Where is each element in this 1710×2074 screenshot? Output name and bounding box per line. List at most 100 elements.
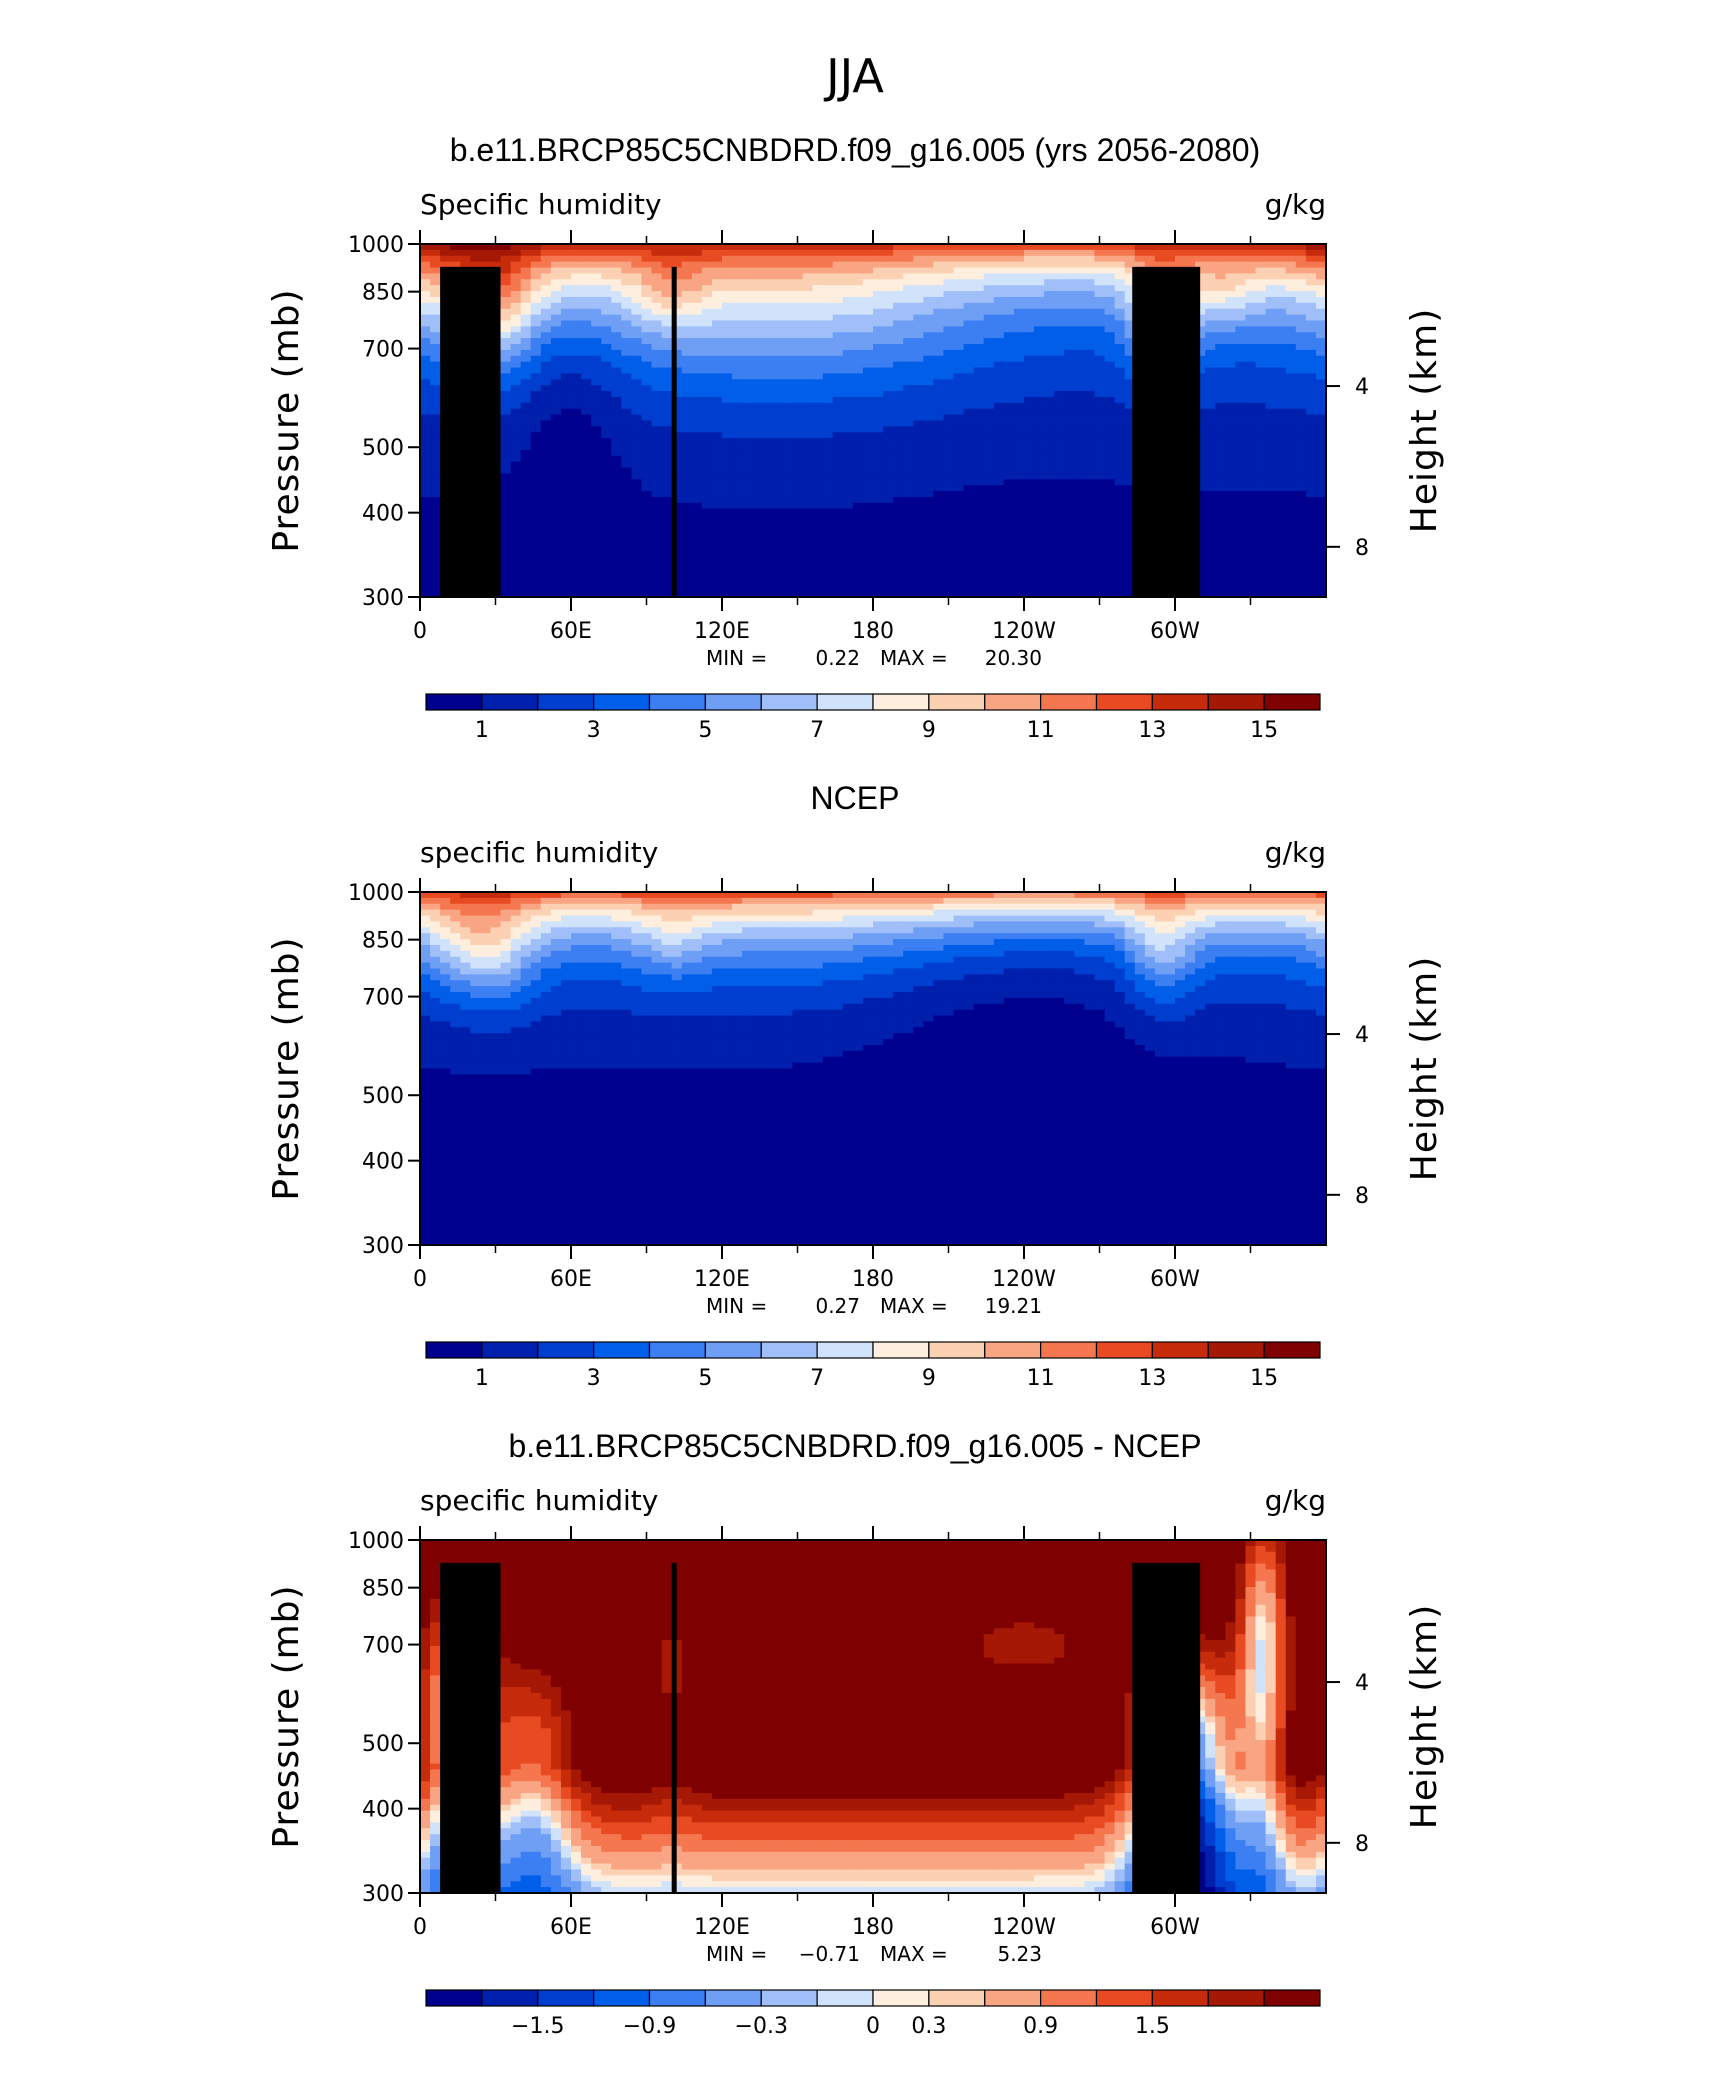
heatmap-cell bbox=[954, 373, 965, 379]
heatmap-cell bbox=[954, 362, 965, 368]
heatmap-cell bbox=[621, 550, 632, 556]
heatmap-cell bbox=[1115, 415, 1126, 421]
heatmap-cell bbox=[641, 268, 652, 274]
heatmap-cell bbox=[933, 326, 944, 332]
heatmap-cell bbox=[1105, 291, 1116, 297]
heatmap-cell bbox=[833, 338, 844, 344]
heatmap-cell bbox=[1235, 338, 1246, 344]
heatmap-cell bbox=[641, 450, 652, 456]
heatmap-cell bbox=[1316, 344, 1327, 350]
heatmap-cell bbox=[682, 526, 693, 532]
heatmap-cell bbox=[501, 362, 512, 368]
heatmap-cell bbox=[581, 532, 592, 538]
heatmap-cell bbox=[1286, 320, 1297, 326]
heatmap-cell bbox=[1245, 356, 1256, 362]
heatmap-cell bbox=[1205, 550, 1216, 556]
heatmap-cell bbox=[964, 268, 975, 274]
heatmap-cell bbox=[913, 332, 924, 338]
heatmap-cell bbox=[813, 356, 824, 362]
heatmap-cell bbox=[823, 421, 834, 427]
heatmap-cell bbox=[581, 368, 592, 374]
heatmap-cell bbox=[1266, 550, 1277, 556]
heatmap-cell bbox=[1004, 515, 1015, 521]
heatmap-cell bbox=[430, 297, 441, 303]
heatmap-cell bbox=[1205, 379, 1216, 385]
heatmap-cell bbox=[1054, 432, 1065, 438]
heatmap-cell bbox=[803, 450, 814, 456]
heatmap-cell bbox=[662, 462, 673, 468]
heatmap-cell bbox=[1024, 403, 1035, 409]
heatmap-cell bbox=[490, 250, 501, 256]
heatmap-cell bbox=[1105, 362, 1116, 368]
heatmap-cell bbox=[954, 356, 965, 362]
heatmap-cell bbox=[732, 250, 743, 256]
heatmap-cell bbox=[1266, 344, 1277, 350]
heatmap-cell bbox=[893, 456, 904, 462]
heatmap-cell bbox=[531, 273, 542, 279]
heatmap-cell bbox=[823, 532, 834, 538]
heatmap-cell bbox=[712, 462, 723, 468]
heatmap-cell bbox=[803, 332, 814, 338]
heatmap-cell bbox=[430, 479, 441, 485]
heatmap-cell bbox=[954, 444, 965, 450]
heatmap-cell bbox=[762, 391, 773, 397]
heatmap-cell bbox=[501, 385, 512, 391]
heatmap-cell bbox=[561, 315, 572, 321]
heatmap-cell bbox=[792, 432, 803, 438]
heatmap-cell bbox=[601, 509, 612, 515]
heatmap-cell bbox=[511, 444, 522, 450]
heatmap-cell bbox=[853, 297, 864, 303]
heatmap-cell bbox=[1256, 356, 1267, 362]
heatmap-cell bbox=[1054, 538, 1065, 544]
heatmap-cell bbox=[420, 273, 431, 279]
heatmap-cell bbox=[662, 344, 673, 350]
heatmap-cell bbox=[833, 526, 844, 532]
heatmap-cell bbox=[913, 309, 924, 315]
heatmap-cell bbox=[652, 373, 663, 379]
heatmap-cell bbox=[1024, 320, 1035, 326]
heatmap-cell bbox=[1225, 562, 1236, 568]
heatmap-cell bbox=[1044, 544, 1055, 550]
heatmap-cell bbox=[420, 438, 431, 444]
heatmap-cell bbox=[1296, 397, 1307, 403]
heatmap-cell bbox=[641, 468, 652, 474]
heatmap-cell bbox=[1024, 379, 1035, 385]
heatmap-cell bbox=[803, 515, 814, 521]
heatmap-cell bbox=[843, 303, 854, 309]
heatmap-cell bbox=[984, 509, 995, 515]
heatmap-cell bbox=[1296, 320, 1307, 326]
heatmap-cell bbox=[873, 532, 884, 538]
heatmap-cell bbox=[893, 256, 904, 262]
heatmap-cell bbox=[1245, 368, 1256, 374]
heatmap-cell bbox=[611, 250, 622, 256]
heatmap-cell bbox=[551, 403, 562, 409]
heatmap-cell bbox=[923, 491, 934, 497]
heatmap-cell bbox=[813, 285, 824, 291]
heatmap-cell bbox=[1256, 303, 1267, 309]
heatmap-cell bbox=[742, 279, 753, 285]
heatmap-cell bbox=[430, 473, 441, 479]
heatmap-cell bbox=[521, 268, 532, 274]
heatmap-cell bbox=[1064, 462, 1075, 468]
heatmap-cell bbox=[521, 426, 532, 432]
heatmap-cell bbox=[1064, 291, 1075, 297]
heatmap-cell bbox=[1276, 250, 1287, 256]
heatmap-cell bbox=[1276, 268, 1287, 274]
heatmap-cell bbox=[601, 368, 612, 374]
heatmap-cell bbox=[1044, 421, 1055, 427]
heatmap-cell bbox=[1266, 373, 1277, 379]
heatmap-cell bbox=[581, 497, 592, 503]
heatmap-cell bbox=[1044, 538, 1055, 544]
heatmap-cell bbox=[974, 309, 985, 315]
heatmap-cell bbox=[1044, 368, 1055, 374]
heatmap-cell bbox=[1276, 297, 1287, 303]
heatmap-cell bbox=[752, 350, 763, 356]
heatmap-cell bbox=[883, 479, 894, 485]
heatmap-cell bbox=[853, 444, 864, 450]
heatmap-cell bbox=[531, 450, 542, 456]
heatmap-cell bbox=[863, 462, 874, 468]
heatmap-cell bbox=[1054, 262, 1065, 268]
heatmap-cell bbox=[964, 391, 975, 397]
heatmap-cell bbox=[521, 550, 532, 556]
heatmap-cell bbox=[813, 450, 824, 456]
